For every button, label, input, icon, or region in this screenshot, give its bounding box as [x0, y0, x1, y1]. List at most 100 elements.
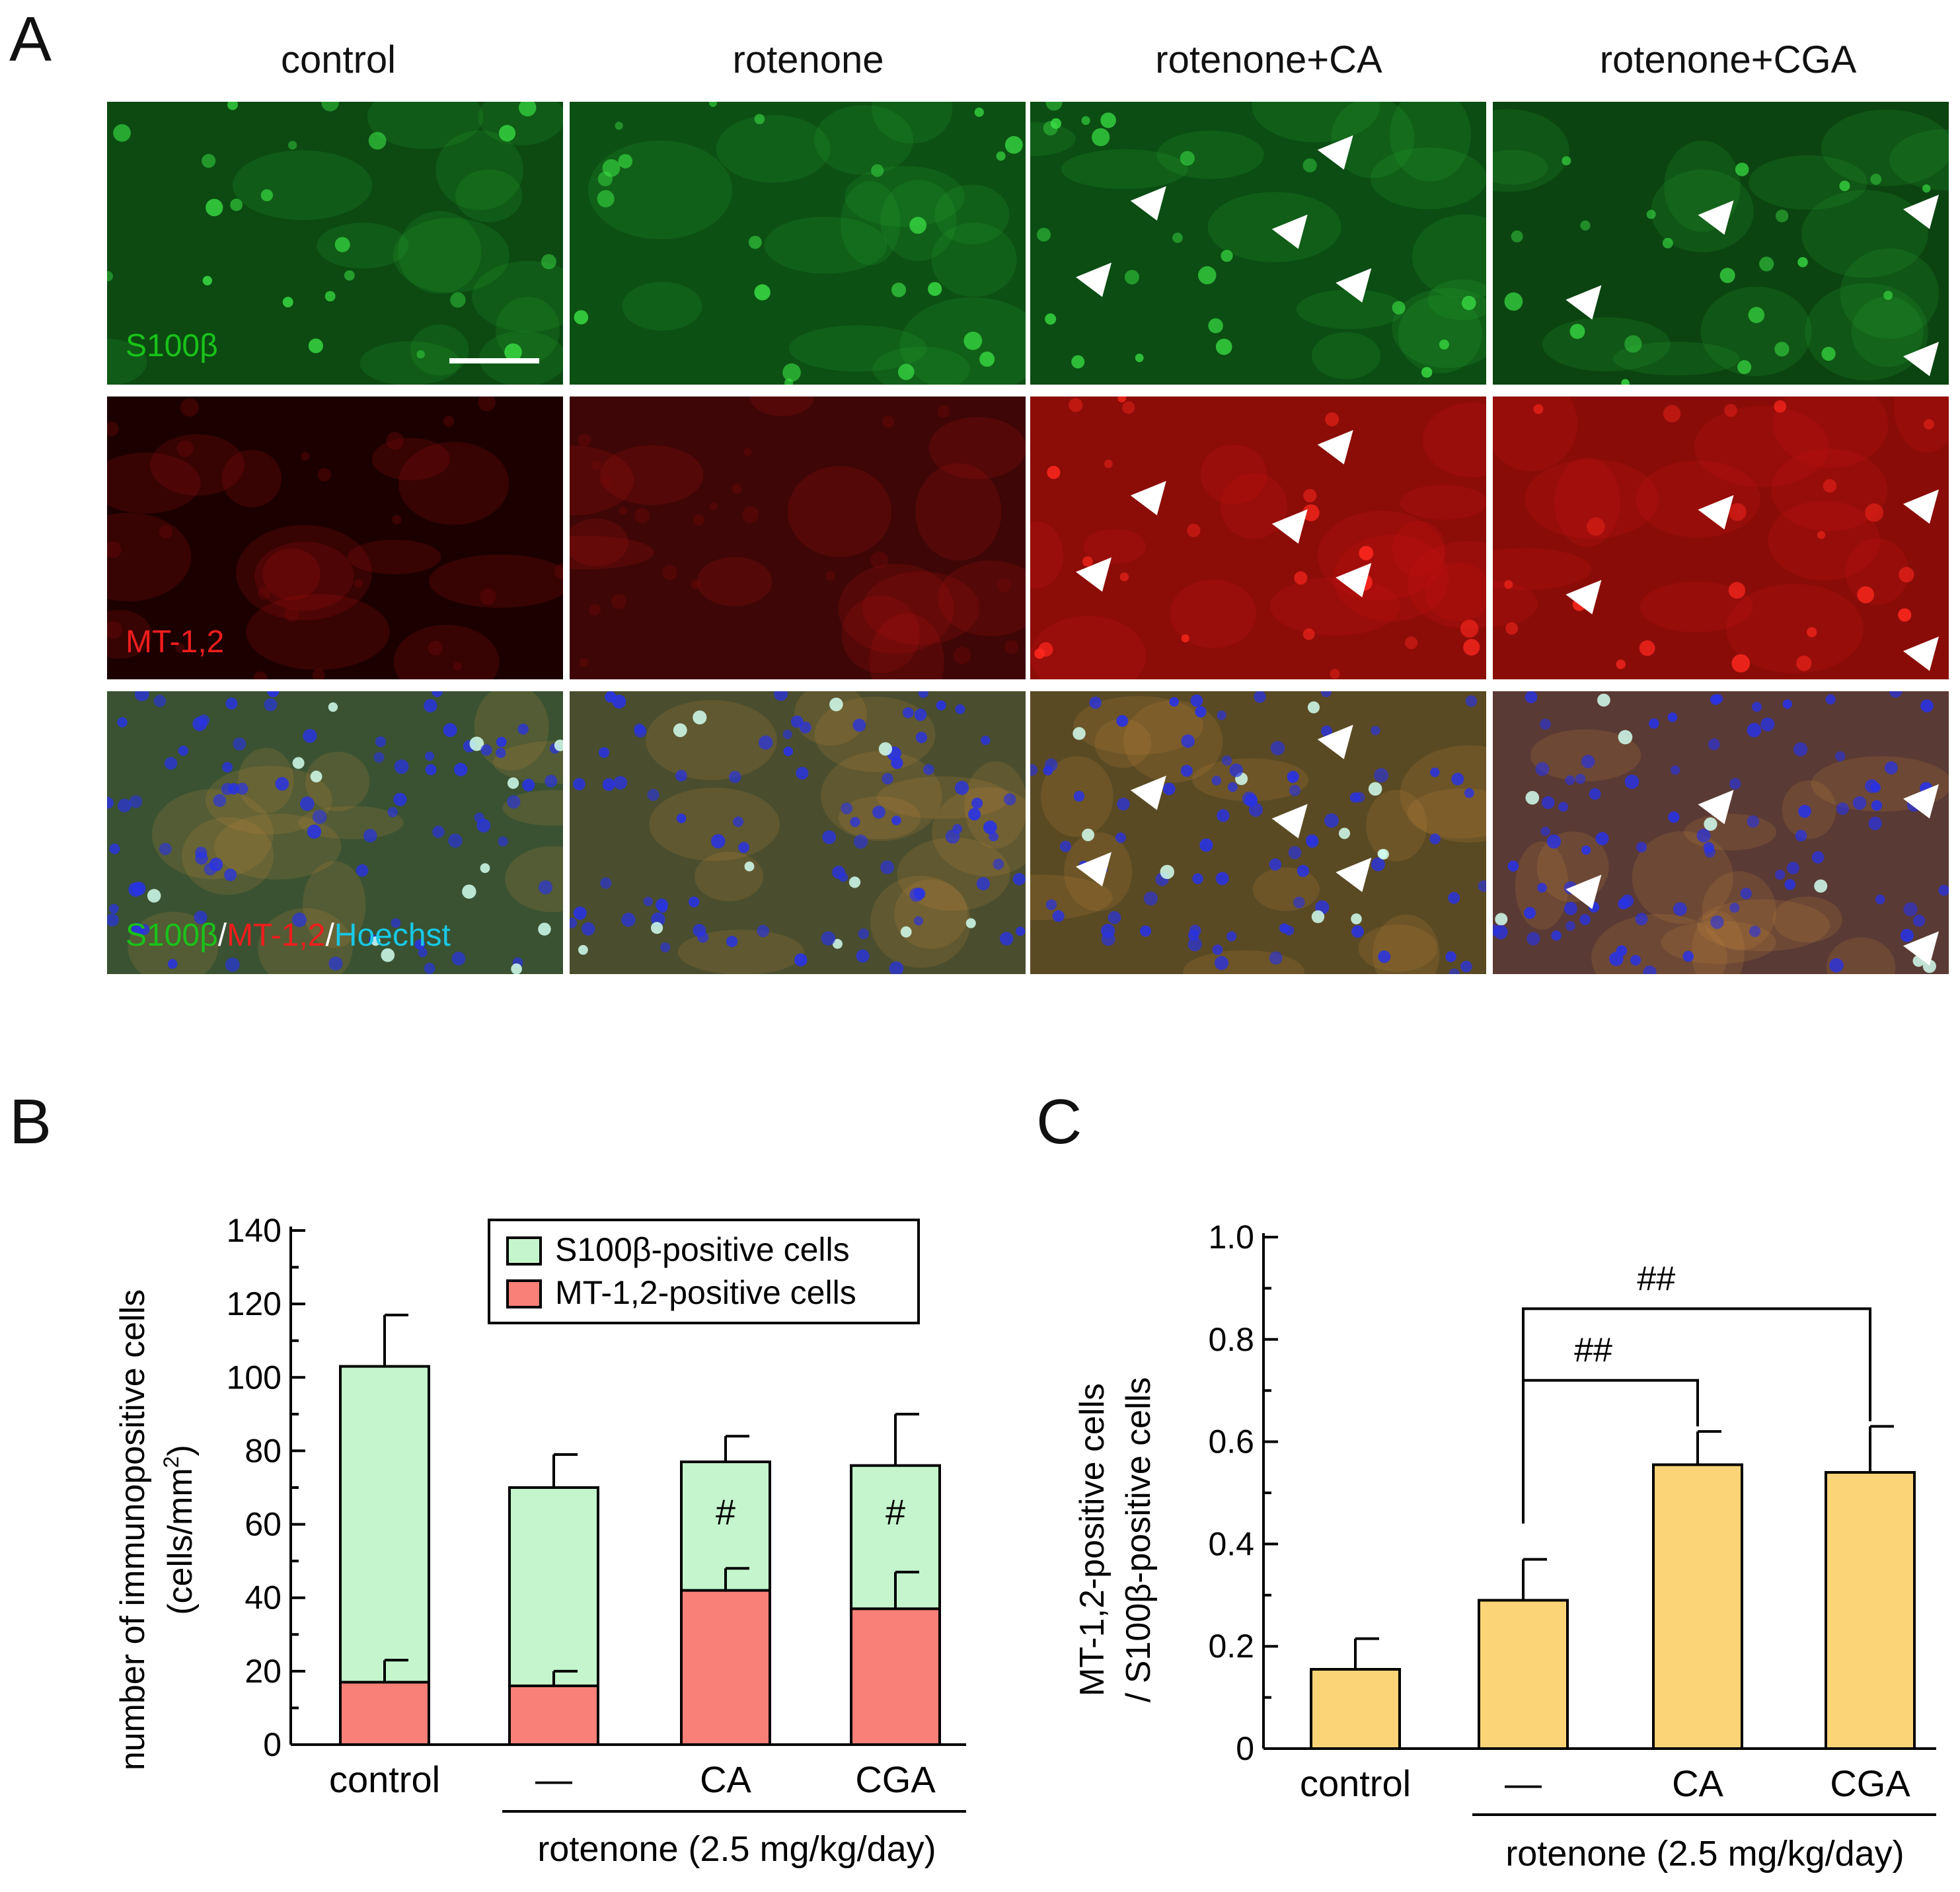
- chart-c-significance-mark: ##: [1637, 1260, 1675, 1298]
- arrowhead-marker: [1076, 557, 1112, 592]
- micrograph-r3-c4: [1493, 691, 1949, 974]
- chart-b-ytick-label: 140: [227, 1212, 282, 1249]
- chart-c-significance-mark: ##: [1574, 1332, 1612, 1370]
- micrograph-r1-c1: [107, 102, 563, 385]
- chart-c-ytick-label: 1.0: [1208, 1219, 1254, 1256]
- arrowhead-marker: [1565, 580, 1602, 615]
- chart-b-bar-mt: [680, 1589, 771, 1746]
- column-label-rotenone-ca: rotenone+CA: [1155, 38, 1382, 81]
- micrograph-r1-c2: [570, 102, 1026, 385]
- arrowhead-marker: [1336, 562, 1372, 597]
- arrowhead-marker: [1565, 285, 1602, 320]
- chart-b-ytick-label: 40: [245, 1579, 282, 1616]
- chart-c-bar: [1478, 1599, 1569, 1750]
- chart-c-ytick-label: 0.2: [1208, 1628, 1254, 1665]
- chart-b: 0 20 40 60 80 100 120 140 control — CA CGA # # numbe…: [114, 1212, 966, 1869]
- arrowhead-marker: [1903, 784, 1939, 819]
- chart-b-legend: S100β-positive cells MT-1,2-positive cel…: [488, 1219, 920, 1324]
- column-label-control: control: [280, 38, 396, 81]
- chart-c-bar: [1310, 1668, 1401, 1751]
- chart-b-ytick-label: 80: [245, 1432, 282, 1469]
- merge-label-sep2: /: [325, 918, 334, 953]
- chart-b-category-label: —: [535, 1759, 572, 1800]
- micrograph-r2-c4: [1493, 397, 1949, 679]
- arrowhead-marker: [1076, 262, 1112, 297]
- chart-b-category-label: CGA: [855, 1759, 936, 1800]
- arrowhead-marker: [1271, 214, 1308, 249]
- chart-c-bar: [1825, 1471, 1916, 1750]
- arrowhead-marker: [1903, 342, 1939, 377]
- arrowhead-marker: [1903, 931, 1939, 966]
- chart-b-category-label: CA: [700, 1759, 751, 1800]
- arrowhead-marker: [1565, 874, 1602, 909]
- arrowhead-marker: [1271, 509, 1308, 544]
- arrowhead-marker: [1130, 775, 1166, 810]
- chart-c-ylabel-line2: / S100β-positive cells: [1119, 1377, 1158, 1702]
- chart-b-ytick-label: 120: [227, 1285, 282, 1322]
- chart-b-significance-mark: #: [886, 1493, 905, 1533]
- legend-swatch-mt: [506, 1279, 542, 1308]
- arrowhead-marker: [1317, 430, 1353, 465]
- arrowhead-marker: [1698, 200, 1734, 235]
- chart-c-ytick-label: 0.4: [1208, 1525, 1254, 1562]
- legend-label-s100: S100β-positive cells: [555, 1231, 850, 1268]
- chart-c-ytick-label: 0.6: [1208, 1423, 1254, 1460]
- merge-channel-label: S100β/MT-1,2/Hoechst: [126, 920, 451, 952]
- chart-b-ytick-label: 60: [245, 1506, 282, 1543]
- scale-bar: [449, 358, 539, 363]
- column-label-rotenone: rotenone: [732, 38, 884, 81]
- micrograph-r3-c3: [1030, 691, 1486, 974]
- arrowhead-marker: [1130, 480, 1166, 515]
- panel-c-letter: C: [1036, 1086, 1082, 1157]
- chart-b-ylabel-line2: (cells/mm2): [159, 1445, 200, 1615]
- arrowhead-marker: [1336, 268, 1372, 303]
- chart-b-group-label: rotenone (2.5 mg/kg/day): [537, 1829, 936, 1869]
- arrowhead-marker: [1130, 186, 1166, 221]
- chart-c: 0 0.2 0.4 0.6 0.8 1.0 control — CA CGA ## ## MT-1…: [1073, 1219, 1936, 1873]
- chart-c-ytick-label: 0: [1236, 1730, 1254, 1767]
- chart-b-bar-mt: [508, 1684, 599, 1746]
- micrograph-r2-c1: [107, 397, 563, 679]
- chart-b-ytick-label: 20: [245, 1653, 282, 1690]
- micrograph-r1-c3: [1030, 102, 1486, 385]
- chart-c-ylabel-line1: MT-1,2-positive cells: [1073, 1383, 1112, 1696]
- merge-label-mt: MT-1,2: [227, 918, 326, 953]
- panel-b-letter: B: [9, 1086, 52, 1157]
- column-label-rotenone-cga: rotenone+CGA: [1599, 38, 1857, 81]
- chart-b-ylabel-line1: number of immunopositive cells: [114, 1289, 152, 1770]
- chart-b-category-label: control: [329, 1759, 440, 1800]
- arrowhead-marker: [1903, 636, 1939, 671]
- chart-c-category-label: CA: [1672, 1762, 1723, 1804]
- mt-channel-label: MT-1,2: [126, 624, 225, 660]
- micrograph-r2-c2: [570, 397, 1026, 679]
- chart-c-bar: [1652, 1463, 1743, 1750]
- legend-swatch-s100: [506, 1236, 542, 1266]
- arrowhead-marker: [1336, 857, 1372, 892]
- micrograph-r1-c4: [1493, 102, 1949, 385]
- arrowhead-marker: [1903, 489, 1939, 524]
- arrowhead-marker: [1317, 724, 1353, 759]
- micrograph-r3-c1: [107, 691, 563, 974]
- micrograph-r2-c3: [1030, 397, 1486, 679]
- chart-b-bar-mt: [850, 1607, 941, 1747]
- arrowhead-marker: [1317, 135, 1353, 170]
- chart-b-ytick-label: 0: [263, 1726, 282, 1763]
- arrowhead-marker: [1698, 495, 1734, 530]
- chart-c-comparison-bracket: [1522, 1307, 1871, 1524]
- arrowhead-marker: [1076, 852, 1112, 887]
- merge-label-sep1: /: [217, 918, 227, 953]
- panel-a-letter: A: [9, 4, 52, 75]
- legend-label-mt: MT-1,2-positive cells: [555, 1274, 856, 1311]
- arrowhead-marker: [1698, 790, 1734, 825]
- chart-c-category-label: control: [1300, 1762, 1411, 1804]
- chart-c-group-label: rotenone (2.5 mg/kg/day): [1505, 1834, 1904, 1873]
- chart-b-significance-mark: #: [716, 1493, 735, 1533]
- chart-b-bar-mt: [339, 1681, 430, 1746]
- merge-label-s100: S100β: [126, 918, 218, 953]
- chart-c-category-label: CGA: [1830, 1762, 1910, 1804]
- arrowhead-marker: [1903, 194, 1939, 229]
- chart-c-ytick-label: 0.8: [1208, 1321, 1254, 1358]
- micrograph-r3-c2: [570, 691, 1026, 974]
- arrowhead-marker: [1271, 804, 1308, 839]
- merge-label-hoechst: Hoechst: [334, 918, 451, 953]
